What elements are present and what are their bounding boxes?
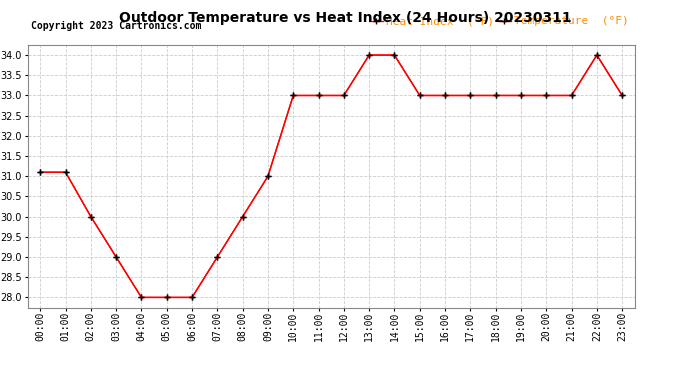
- Heat Index  (°F): [593, 53, 601, 57]
- Temperature  (°F): [415, 93, 424, 98]
- Temperature  (°F): [567, 93, 575, 98]
- Heat Index  (°F): [36, 170, 44, 174]
- Legend: Heat Index  (°F), Temperature  (°F): Heat Index (°F), Temperature (°F): [370, 16, 629, 26]
- Temperature  (°F): [264, 174, 272, 178]
- Heat Index  (°F): [112, 255, 120, 259]
- Heat Index  (°F): [339, 93, 348, 98]
- Heat Index  (°F): [415, 93, 424, 98]
- Temperature  (°F): [239, 214, 247, 219]
- Temperature  (°F): [441, 93, 449, 98]
- Heat Index  (°F): [441, 93, 449, 98]
- Heat Index  (°F): [264, 174, 272, 178]
- Temperature  (°F): [61, 170, 70, 174]
- Text: Outdoor Temperature vs Heat Index (24 Hours) 20230311: Outdoor Temperature vs Heat Index (24 Ho…: [119, 11, 571, 25]
- Heat Index  (°F): [239, 214, 247, 219]
- Temperature  (°F): [542, 93, 551, 98]
- Heat Index  (°F): [213, 255, 221, 259]
- Temperature  (°F): [87, 214, 95, 219]
- Heat Index  (°F): [542, 93, 551, 98]
- Heat Index  (°F): [87, 214, 95, 219]
- Temperature  (°F): [593, 53, 601, 57]
- Temperature  (°F): [315, 93, 323, 98]
- Line: Heat Index  (°F): Heat Index (°F): [37, 53, 625, 300]
- Temperature  (°F): [213, 255, 221, 259]
- Heat Index  (°F): [315, 93, 323, 98]
- Heat Index  (°F): [61, 170, 70, 174]
- Temperature  (°F): [618, 93, 627, 98]
- Heat Index  (°F): [618, 93, 627, 98]
- Temperature  (°F): [365, 53, 373, 57]
- Heat Index  (°F): [365, 53, 373, 57]
- Temperature  (°F): [188, 295, 196, 300]
- Heat Index  (°F): [391, 53, 399, 57]
- Heat Index  (°F): [466, 93, 475, 98]
- Temperature  (°F): [466, 93, 475, 98]
- Heat Index  (°F): [517, 93, 525, 98]
- Text: Copyright 2023 Cartronics.com: Copyright 2023 Cartronics.com: [30, 21, 201, 32]
- Heat Index  (°F): [188, 295, 196, 300]
- Temperature  (°F): [163, 295, 171, 300]
- Temperature  (°F): [339, 93, 348, 98]
- Heat Index  (°F): [491, 93, 500, 98]
- Temperature  (°F): [112, 255, 120, 259]
- Heat Index  (°F): [137, 295, 146, 300]
- Temperature  (°F): [517, 93, 525, 98]
- Temperature  (°F): [491, 93, 500, 98]
- Heat Index  (°F): [163, 295, 171, 300]
- Line: Temperature  (°F): Temperature (°F): [37, 53, 625, 300]
- Heat Index  (°F): [289, 93, 297, 98]
- Temperature  (°F): [36, 170, 44, 174]
- Heat Index  (°F): [567, 93, 575, 98]
- Temperature  (°F): [137, 295, 146, 300]
- Temperature  (°F): [391, 53, 399, 57]
- Temperature  (°F): [289, 93, 297, 98]
